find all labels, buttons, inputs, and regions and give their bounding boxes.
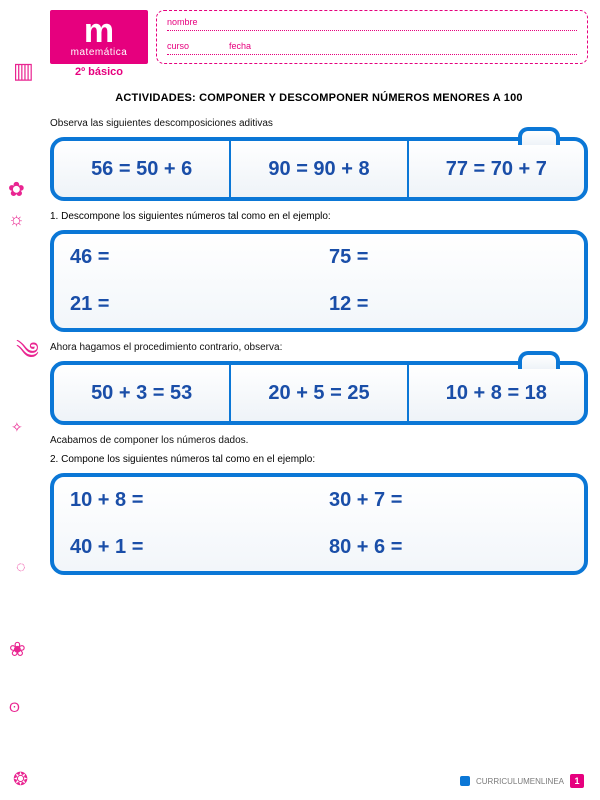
margin-doodle-icon: ◌ — [16, 560, 26, 576]
example-cell: 20 + 5 = 25 — [229, 365, 406, 421]
blank-equation[interactable]: 10 + 8 = — [70, 489, 309, 512]
example-cell: 56 = 50 + 6 — [54, 141, 229, 197]
callout-tail-icon — [518, 127, 560, 145]
instruction-reverse: Ahora hagamos el procedimiento contrario… — [50, 342, 588, 353]
blank-equation[interactable]: 21 = — [70, 293, 309, 316]
grade-level: 2º básico — [50, 66, 148, 78]
task-1-prompt: 1. Descompone los siguientes números tal… — [50, 211, 588, 222]
margin-doodle-icon: ❂ — [13, 770, 28, 788]
margin-doodle-icon: ☼ — [8, 210, 25, 228]
student-info-box: nombre curso fecha — [156, 10, 588, 64]
example-cell: 10 + 8 = 18 — [407, 365, 584, 421]
blank-equation[interactable]: 75 = — [329, 246, 568, 269]
compose-workbox: 10 + 8 = 30 + 7 = 40 + 1 = 80 + 6 = — [50, 473, 588, 575]
task-2-prompt: 2. Compone los siguientes números tal co… — [50, 454, 588, 465]
example-cell: 90 = 90 + 8 — [229, 141, 406, 197]
footer-brand: CURRICULUMENLINEA — [476, 777, 564, 786]
blank-equation[interactable]: 30 + 7 = — [329, 489, 568, 512]
footer-logo-icon — [460, 776, 470, 786]
margin-doodle-icon: ✿ — [8, 180, 25, 200]
example-cell: 77 = 70 + 7 — [407, 141, 584, 197]
blank-equation[interactable]: 12 = — [329, 293, 568, 316]
margin-doodle-icon: ༄ — [16, 340, 39, 364]
label-curso: curso — [167, 41, 189, 51]
blank-equation[interactable]: 40 + 1 = — [70, 536, 309, 559]
label-nombre: nombre — [167, 17, 198, 27]
margin-doodle-icon: ❀ — [9, 640, 26, 660]
worksheet-title: ACTIVIDADES: COMPONER Y DESCOMPONER NÚME… — [50, 92, 588, 104]
example-cell: 50 + 3 = 53 — [54, 365, 229, 421]
margin-doodle-icon: ʘ — [9, 700, 20, 714]
margin-doodle-icon: ▥ — [13, 60, 34, 82]
page-number: 1 — [570, 774, 584, 788]
callout-tail-icon — [518, 351, 560, 369]
subject-logo: m matemática 2º básico — [50, 10, 148, 78]
instruction-composed: Acabamos de componer los números dados. — [50, 435, 588, 446]
blank-equation[interactable]: 80 + 6 = — [329, 536, 568, 559]
logo-word: matemática — [71, 47, 128, 58]
composition-examples: 50 + 3 = 53 20 + 5 = 25 10 + 8 = 18 — [50, 361, 588, 425]
logo-letter: m — [84, 16, 114, 47]
label-fecha: fecha — [229, 41, 251, 51]
decomposition-examples: 56 = 50 + 6 90 = 90 + 8 77 = 70 + 7 — [50, 137, 588, 201]
instruction-observe-decomp: Observa las siguientes descomposiciones … — [50, 118, 588, 129]
worksheet-header: m matemática 2º básico nombre curso fech… — [50, 10, 588, 78]
decompose-workbox: 46 = 75 = 21 = 12 = — [50, 230, 588, 332]
blank-equation[interactable]: 46 = — [70, 246, 309, 269]
page-footer: CURRICULUMENLINEA 1 — [460, 774, 584, 788]
margin-doodle-icon: ✧ — [11, 420, 23, 434]
